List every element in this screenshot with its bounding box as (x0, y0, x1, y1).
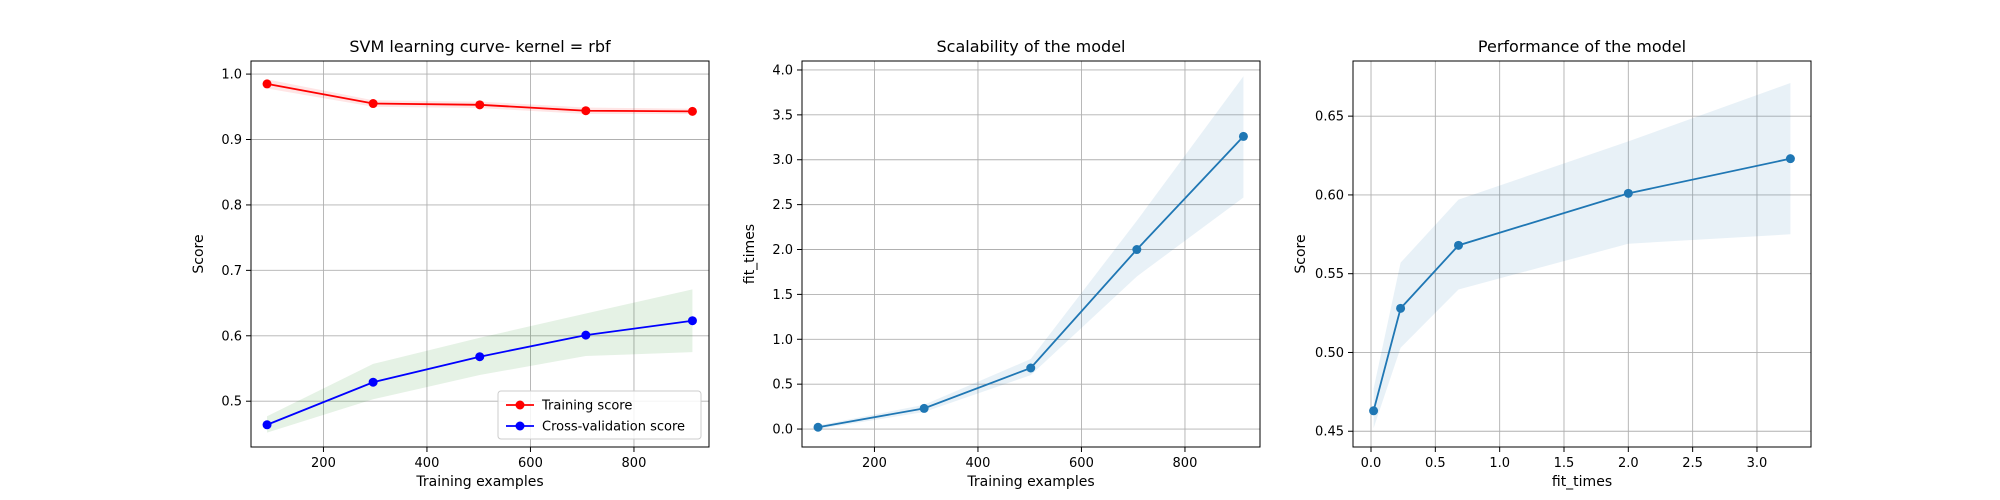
legend-marker (515, 421, 525, 431)
axes-frame (250, 60, 710, 448)
confidence-band (818, 76, 1244, 430)
x-tick-label: 200 (311, 456, 336, 471)
confidence-band (1373, 83, 1791, 429)
legend-marker (515, 400, 525, 410)
y-tick-label: 0.7 (221, 264, 242, 279)
y-axis-label: fit_times (742, 224, 758, 284)
data-point (475, 100, 485, 110)
x-tick-label: 2.5 (1682, 456, 1703, 471)
x-tick-label: 3.0 (1747, 456, 1768, 471)
y-tick-label: 4.0 (772, 63, 793, 78)
data-point (1396, 303, 1406, 313)
y-tick-label: 0.6 (221, 329, 242, 344)
x-axis-label: Training examples (966, 474, 1094, 490)
data-point (475, 352, 485, 362)
y-tick-label: 0.8 (221, 198, 242, 213)
chart-panel-2: 200 400 600 800 0.0 0.5 1.0 1.5 2.0 2.5 3.0 3.5 4.0 S… (742, 37, 1261, 490)
y-axis-label: Score (1293, 234, 1309, 273)
legend-frame (497, 390, 702, 440)
data-point (1785, 154, 1795, 164)
chart-title: Performance of the model (1478, 37, 1686, 56)
y-tick-label: 0.0 (772, 423, 793, 438)
x-tick-label: 800 (1173, 456, 1198, 471)
x-tick-label: 0.0 (1361, 456, 1382, 471)
x-tick-label: 1.5 (1554, 456, 1575, 471)
y-tick-label: 0.9 (221, 133, 242, 148)
chart-title: SVM learning curve- kernel = rbf (349, 37, 611, 56)
data-point (687, 316, 697, 326)
y-tick-label: 0.65 (1315, 110, 1344, 125)
axes-frame (801, 60, 1261, 448)
data-point (262, 420, 272, 430)
data-point (687, 106, 697, 116)
x-tick-label: 400 (966, 456, 991, 471)
y-tick-label: 0.55 (1315, 267, 1344, 282)
y-tick-label: 1.0 (772, 333, 793, 348)
data-point (262, 79, 272, 89)
legend-label: Training score (541, 399, 632, 414)
chart-panel-1: 200 400 600 800 0.5 0.6 0.7 0.8 0.9 1.0 SVM learni… (191, 37, 710, 490)
x-tick-label: 200 (862, 456, 887, 471)
y-tick-label: 0.45 (1315, 425, 1344, 440)
x-tick-label: 800 (622, 456, 647, 471)
data-point (1238, 131, 1248, 141)
legend: Training score Cross-validation score (497, 390, 702, 440)
y-tick-label: 3.0 (772, 153, 793, 168)
chart-title: Scalability of the model (937, 37, 1126, 56)
legend-label: Cross-validation score (542, 420, 685, 435)
x-tick-label: 600 (518, 456, 543, 471)
data-point (368, 99, 378, 109)
data-point (1369, 406, 1379, 416)
data-point (581, 106, 591, 116)
y-tick-label: 1.5 (772, 288, 793, 303)
y-tick-label: 0.60 (1315, 188, 1344, 203)
y-axis-label: Score (191, 234, 207, 273)
axes-frame (1352, 60, 1812, 448)
data-point (1453, 240, 1463, 250)
y-tick-label: 3.5 (772, 108, 793, 123)
y-tick-label: 2.0 (772, 243, 793, 258)
data-point (368, 377, 378, 387)
data-point (813, 422, 823, 432)
x-tick-label: 1.0 (1489, 456, 1510, 471)
x-tick-label: 2.0 (1618, 456, 1639, 471)
data-point (581, 330, 591, 340)
y-tick-label: 0.50 (1315, 346, 1344, 361)
x-axis-label: Training examples (415, 474, 543, 490)
chart-panel-3: 0.0 0.5 1.0 1.5 2.0 2.5 3.0 0.45 0.50 0.55 0.60 0.6… (1293, 37, 1812, 490)
y-tick-label: 0.5 (221, 395, 242, 410)
data-point (1623, 188, 1633, 198)
x-tick-label: 600 (1069, 456, 1094, 471)
y-tick-label: 1.0 (221, 68, 242, 83)
x-axis-label: fit_times (1552, 474, 1612, 490)
data-point (1132, 245, 1142, 255)
x-tick-label: 0.5 (1425, 456, 1446, 471)
y-tick-label: 2.5 (772, 198, 793, 213)
x-tick-label: 400 (415, 456, 440, 471)
y-tick-label: 0.5 (772, 378, 793, 393)
data-point (919, 403, 929, 413)
data-point (1026, 363, 1036, 373)
